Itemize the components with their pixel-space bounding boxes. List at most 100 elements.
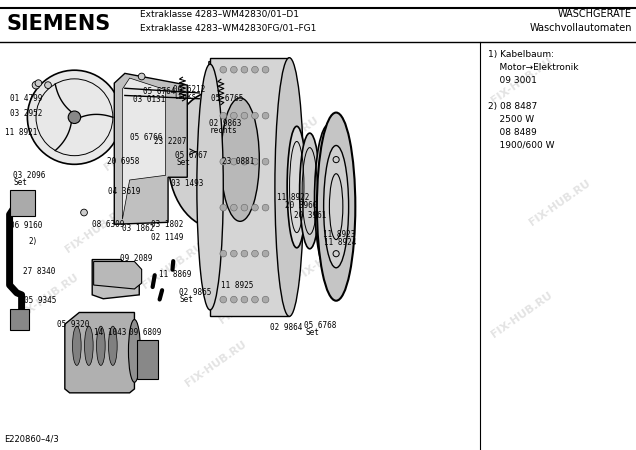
- Text: Set: Set: [176, 158, 190, 167]
- Circle shape: [220, 250, 226, 257]
- Text: 1900/600 W: 1900/600 W: [488, 141, 555, 150]
- Circle shape: [230, 66, 237, 73]
- Text: Set: Set: [306, 328, 320, 337]
- Text: Set: Set: [13, 178, 27, 187]
- Text: links: links: [174, 92, 197, 101]
- Text: 09 6809: 09 6809: [128, 328, 161, 338]
- Ellipse shape: [128, 320, 141, 382]
- Text: E220860–4/3: E220860–4/3: [4, 435, 59, 444]
- Bar: [210, 58, 289, 316]
- Bar: [10, 190, 34, 216]
- Text: 04 3619: 04 3619: [108, 187, 141, 196]
- Text: Extraklasse 4283–WM42830/01–D1: Extraklasse 4283–WM42830/01–D1: [140, 9, 299, 18]
- Ellipse shape: [221, 98, 259, 221]
- Text: Set: Set: [179, 295, 193, 304]
- Ellipse shape: [97, 326, 105, 365]
- Text: SIEMENS: SIEMENS: [6, 14, 110, 34]
- Ellipse shape: [109, 326, 117, 365]
- Ellipse shape: [168, 91, 264, 228]
- Text: 09 2089: 09 2089: [120, 254, 153, 263]
- Polygon shape: [209, 211, 279, 309]
- Text: FIX-HUB.RU: FIX-HUB.RU: [25, 88, 90, 137]
- Text: 20 6958: 20 6958: [107, 157, 139, 166]
- Polygon shape: [209, 62, 279, 160]
- Circle shape: [262, 250, 269, 257]
- Ellipse shape: [287, 126, 307, 248]
- Text: 02 1149: 02 1149: [151, 234, 184, 243]
- Circle shape: [241, 112, 248, 119]
- Text: 11 8869: 11 8869: [160, 270, 192, 279]
- Text: Waschvollautomaten: Waschvollautomaten: [530, 23, 632, 33]
- Text: FIX-HUB.RU: FIX-HUB.RU: [489, 56, 554, 106]
- Circle shape: [252, 250, 258, 257]
- Circle shape: [81, 209, 87, 216]
- Text: Motor→Elektronik: Motor→Elektronik: [488, 63, 579, 72]
- Text: 2500 W: 2500 W: [488, 115, 534, 124]
- Circle shape: [262, 204, 269, 211]
- Text: 05 9345: 05 9345: [24, 296, 57, 305]
- Text: 05 6767: 05 6767: [176, 151, 207, 160]
- Circle shape: [220, 66, 226, 73]
- Bar: [137, 340, 158, 379]
- Text: 03 1493: 03 1493: [172, 180, 204, 189]
- Text: FIX-HUB.RU: FIX-HUB.RU: [184, 338, 249, 388]
- Circle shape: [252, 66, 258, 73]
- Text: FIX-HUB.RU: FIX-HUB.RU: [218, 276, 282, 325]
- Ellipse shape: [197, 64, 223, 310]
- Text: FIX-HUB.RU: FIX-HUB.RU: [489, 290, 554, 340]
- Text: 11 8925: 11 8925: [221, 281, 253, 290]
- Text: 02 9864: 02 9864: [270, 323, 303, 332]
- Text: 14 1043: 14 1043: [93, 328, 126, 338]
- Text: 23 2207: 23 2207: [154, 137, 186, 146]
- Circle shape: [230, 204, 237, 211]
- Circle shape: [68, 111, 81, 123]
- Text: 11 8922: 11 8922: [277, 193, 309, 202]
- Text: 23 0881: 23 0881: [222, 157, 254, 166]
- Text: 03 0131: 03 0131: [134, 95, 166, 104]
- Ellipse shape: [73, 326, 81, 365]
- Circle shape: [262, 112, 269, 119]
- Text: 20 3960: 20 3960: [285, 201, 317, 210]
- Text: Extraklasse 4283–WM42830FG/01–FG1: Extraklasse 4283–WM42830FG/01–FG1: [140, 23, 316, 32]
- Polygon shape: [123, 78, 165, 219]
- Circle shape: [32, 81, 40, 89]
- Text: 11 8921: 11 8921: [5, 128, 37, 137]
- Circle shape: [241, 250, 248, 257]
- Ellipse shape: [317, 112, 356, 301]
- Circle shape: [241, 66, 248, 73]
- Text: 11 8923: 11 8923: [322, 230, 355, 238]
- Text: 02 9865: 02 9865: [179, 288, 211, 297]
- Text: 05 6764: 05 6764: [143, 86, 176, 95]
- Text: WASCHGERÄTE: WASCHGERÄTE: [558, 9, 632, 19]
- Polygon shape: [92, 260, 139, 299]
- Ellipse shape: [324, 145, 349, 268]
- Circle shape: [27, 70, 121, 164]
- Polygon shape: [93, 261, 142, 289]
- Polygon shape: [65, 312, 134, 393]
- Ellipse shape: [85, 326, 93, 365]
- Text: 03 1862: 03 1862: [123, 225, 155, 234]
- Text: 05 9320: 05 9320: [57, 320, 89, 329]
- Text: 03 1802: 03 1802: [151, 220, 184, 229]
- Text: 08 8489: 08 8489: [488, 128, 537, 137]
- Circle shape: [241, 158, 248, 165]
- Text: FIX-HUB.RU: FIX-HUB.RU: [179, 158, 244, 208]
- Circle shape: [230, 112, 237, 119]
- Polygon shape: [114, 73, 187, 224]
- Text: FIX-HUB.RU: FIX-HUB.RU: [294, 233, 359, 283]
- Circle shape: [220, 296, 226, 303]
- Text: FIX-HUB.RU: FIX-HUB.RU: [527, 178, 592, 227]
- Text: 05 6766: 05 6766: [130, 133, 162, 142]
- Circle shape: [262, 66, 269, 73]
- Circle shape: [252, 204, 258, 211]
- Circle shape: [252, 296, 258, 303]
- Text: 2) 08 8487: 2) 08 8487: [488, 102, 537, 111]
- Text: 02 9863: 02 9863: [209, 119, 241, 128]
- Circle shape: [262, 296, 269, 303]
- Ellipse shape: [315, 124, 343, 273]
- Text: rechts: rechts: [210, 126, 238, 135]
- Ellipse shape: [275, 58, 304, 316]
- Text: FIX-HUB.RU: FIX-HUB.RU: [256, 115, 321, 165]
- Circle shape: [252, 112, 258, 119]
- Ellipse shape: [300, 133, 320, 249]
